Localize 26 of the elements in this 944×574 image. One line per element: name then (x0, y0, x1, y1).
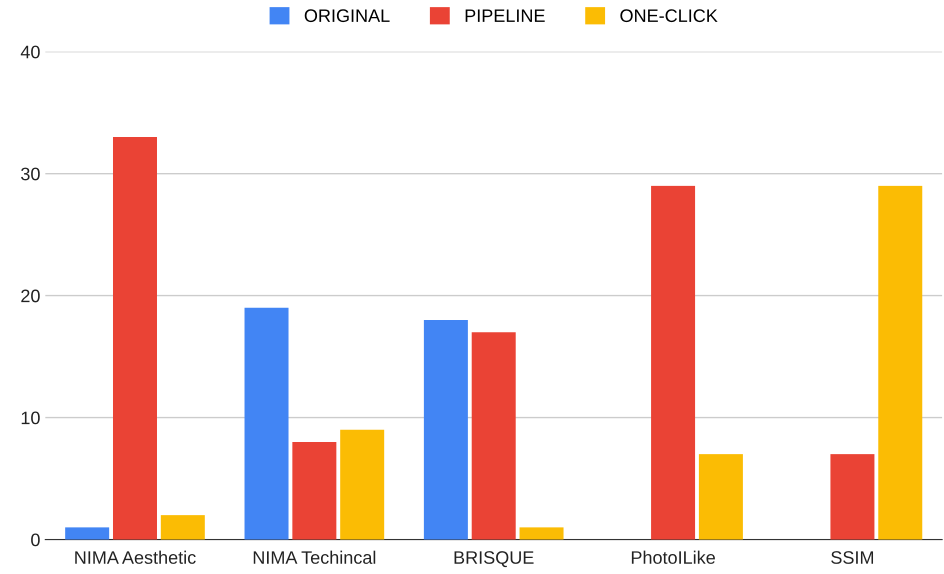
bar (651, 186, 696, 540)
x-tick-label: PhotoILike (632, 550, 715, 564)
bar (112, 137, 157, 540)
bar (878, 186, 922, 540)
bar (698, 454, 743, 540)
bar (292, 442, 336, 540)
x-tick-label: SSIM (831, 551, 874, 564)
bar (244, 308, 289, 540)
bar (472, 332, 516, 540)
bar (520, 527, 564, 540)
x-tick-label: NIMA Aesthetic (75, 550, 196, 564)
bar (65, 527, 110, 540)
bar (340, 430, 384, 540)
bar (424, 320, 468, 540)
y-tick-label: 0 (31, 533, 40, 546)
x-tick-label: NIMA Techincal (254, 550, 376, 564)
y-tick-label: 40 (20, 46, 40, 58)
y-tick-label: 20 (21, 290, 40, 302)
x-tick-label: BRISQUE (454, 551, 534, 568)
legend-label: PIPELINE (466, 9, 545, 22)
bar (160, 515, 205, 540)
y-tick-label: 30 (21, 168, 40, 180)
bar (830, 454, 874, 540)
legend-label: ONE-CLICK (620, 9, 718, 22)
y-tick-label: 10 (22, 412, 40, 424)
legend-label: ORIGINAL (304, 9, 390, 22)
